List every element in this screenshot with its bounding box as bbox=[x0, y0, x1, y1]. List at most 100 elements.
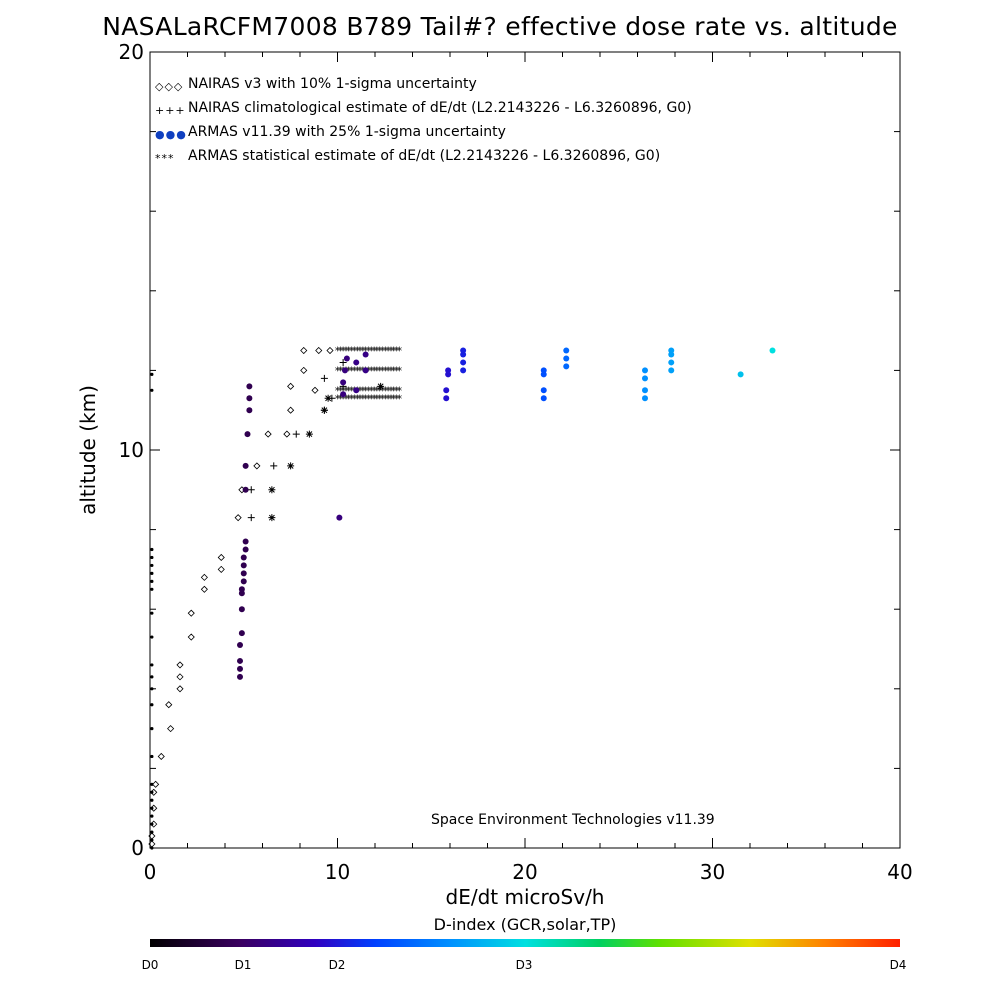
armas-stat-point bbox=[320, 406, 328, 414]
nairas-point bbox=[283, 430, 291, 438]
y-axis-label: altitude (km) bbox=[76, 385, 100, 515]
nairas-point bbox=[287, 406, 295, 414]
dense-band-mark: * bbox=[343, 345, 349, 358]
dense-band-mark: * bbox=[377, 392, 383, 405]
dense-band-mark: * bbox=[383, 392, 389, 405]
dense-band-mark: * bbox=[338, 364, 344, 377]
dense-band-mark: * bbox=[377, 384, 383, 397]
armas-point bbox=[242, 538, 249, 545]
nairas-clim-point bbox=[270, 462, 278, 470]
dense-band-mark: * bbox=[369, 384, 375, 397]
y-tick-label: 10 bbox=[119, 438, 144, 462]
dense-band-mark: * bbox=[340, 345, 346, 358]
dense-band-mark: * bbox=[391, 392, 397, 405]
legend-symbol-armas-stat: *** bbox=[155, 152, 175, 165]
dense-band-mark: * bbox=[394, 384, 400, 397]
armas-point bbox=[668, 359, 675, 366]
dense-band-mark: * bbox=[369, 345, 375, 358]
dense-band-mark: * bbox=[385, 384, 391, 397]
armas-point bbox=[340, 391, 347, 398]
near-zero-point bbox=[150, 635, 154, 639]
armas-point bbox=[237, 657, 243, 664]
dense-band-mark: * bbox=[335, 345, 341, 358]
dense-band-mark: * bbox=[388, 392, 394, 405]
near-zero-point bbox=[150, 798, 154, 802]
armas-point bbox=[460, 359, 467, 366]
x-tick-label: 30 bbox=[700, 860, 725, 884]
dense-band-mark: * bbox=[397, 392, 403, 405]
near-zero-point bbox=[150, 727, 154, 731]
dense-band-mark: * bbox=[374, 345, 380, 358]
dense-band-mark: * bbox=[349, 392, 355, 405]
dense-band-mark: * bbox=[354, 392, 360, 405]
nairas-point bbox=[176, 673, 184, 681]
nairas-point bbox=[217, 553, 225, 562]
armas-point bbox=[443, 395, 450, 402]
nairas-point bbox=[187, 633, 195, 641]
armas-point bbox=[238, 630, 245, 637]
near-zero-point bbox=[150, 388, 154, 392]
nairas-clim-point bbox=[320, 374, 328, 382]
dense-band-mark: * bbox=[377, 345, 383, 358]
dense-band-mark: * bbox=[349, 345, 355, 358]
near-zero-point bbox=[150, 830, 154, 834]
colorbar-tick-d3: D3 bbox=[515, 958, 533, 972]
dense-band-mark: * bbox=[335, 384, 341, 397]
dense-band-mark: * bbox=[338, 392, 344, 405]
dense-band-mark: * bbox=[338, 345, 344, 358]
armas-point bbox=[242, 546, 249, 553]
dense-band-mark: * bbox=[338, 384, 344, 397]
near-zero-point bbox=[150, 611, 154, 615]
legend-symbol-nairas-clim: +++ bbox=[155, 104, 186, 117]
dense-band-mark: * bbox=[357, 392, 363, 405]
dense-band-mark: * bbox=[397, 384, 403, 397]
armas-point bbox=[540, 367, 547, 374]
near-zero-point bbox=[150, 754, 154, 759]
armas-point bbox=[240, 562, 247, 569]
dense-band-mark: * bbox=[335, 392, 341, 405]
dense-band-mark: * bbox=[343, 392, 349, 405]
colorbar-tick-d4: D4 bbox=[889, 958, 907, 972]
armas-point bbox=[336, 514, 343, 521]
legend-symbol-nairas: ◇◇◇ bbox=[155, 80, 184, 93]
armas-point bbox=[242, 486, 249, 493]
nairas-point bbox=[157, 752, 165, 761]
dense-band-mark: * bbox=[388, 345, 394, 358]
dense-band-mark: * bbox=[385, 364, 391, 377]
near-zero-point bbox=[150, 587, 154, 591]
armas-point bbox=[246, 407, 253, 414]
dense-band-mark: * bbox=[374, 384, 380, 397]
nairas-point bbox=[311, 386, 319, 394]
x-tick-label: 40 bbox=[887, 860, 912, 884]
near-zero-point bbox=[150, 814, 154, 818]
dense-band-mark: * bbox=[371, 384, 377, 397]
near-zero-point bbox=[150, 846, 154, 850]
nairas-point bbox=[217, 565, 225, 573]
y-tick-label: 20 bbox=[119, 40, 144, 64]
y-tick-label: 0 bbox=[131, 836, 144, 860]
dense-band-mark: * bbox=[371, 364, 377, 377]
armas-point bbox=[237, 665, 243, 672]
dense-band-mark: * bbox=[352, 345, 358, 358]
armas-point bbox=[460, 367, 467, 374]
near-zero-point bbox=[150, 571, 154, 575]
armas-point bbox=[563, 347, 570, 354]
near-zero-point bbox=[150, 563, 154, 568]
dense-band-mark: * bbox=[363, 345, 369, 358]
dense-band-mark: * bbox=[397, 364, 403, 377]
legend-item-nairas-clim: NAIRAS climatological estimate of dE/dt … bbox=[188, 100, 692, 116]
dense-band-mark: * bbox=[371, 345, 377, 358]
dense-band-mark: * bbox=[377, 364, 383, 377]
dense-band-mark: * bbox=[346, 392, 352, 405]
near-zero-point bbox=[150, 555, 154, 560]
dense-band-mark: * bbox=[346, 364, 352, 377]
armas-point bbox=[443, 387, 450, 394]
armas-point bbox=[353, 387, 360, 394]
armas-point bbox=[668, 367, 675, 374]
dense-band-mark: * bbox=[360, 392, 366, 405]
dense-band-mark: * bbox=[357, 364, 363, 377]
nairas-point bbox=[150, 820, 158, 828]
armas-point bbox=[242, 462, 249, 469]
dense-band-mark: * bbox=[374, 392, 380, 405]
dense-band-mark: * bbox=[385, 392, 391, 405]
